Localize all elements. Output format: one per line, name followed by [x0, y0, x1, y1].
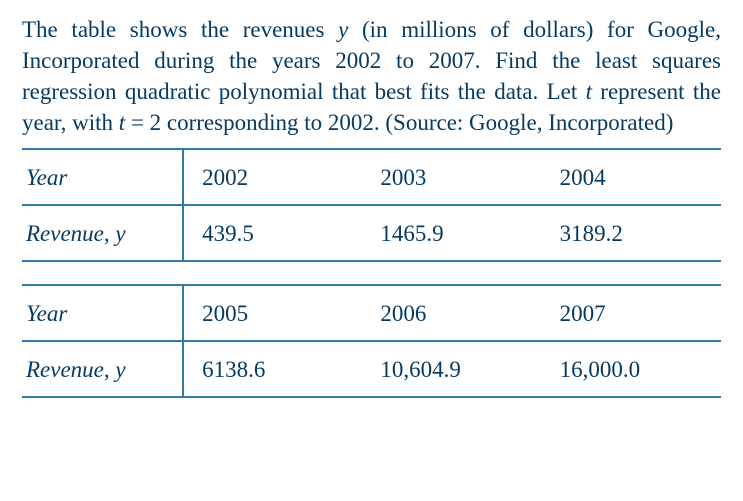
cell-year: 2004 — [542, 149, 721, 205]
cell-year: 2002 — [183, 149, 362, 205]
row-label-year: Year — [22, 285, 183, 341]
cell-revenue: 1465.9 — [362, 205, 541, 261]
variable-y: y — [338, 17, 348, 42]
text-run: The table shows the revenues — [22, 17, 338, 42]
cell-year: 2007 — [542, 285, 721, 341]
table-row: Year 2002 2003 2004 — [22, 149, 721, 205]
cell-year: 2006 — [362, 285, 541, 341]
revenue-label-text: Revenue, — [26, 221, 115, 246]
row-label-year: Year — [22, 149, 183, 205]
table-row: Revenue, y 6138.6 10,604.9 16,000.0 — [22, 341, 721, 397]
cell-revenue: 16,000.0 — [542, 341, 721, 397]
data-tables: Year 2002 2003 2004 Revenue, y 439.5 146… — [22, 148, 721, 398]
row-label-revenue: Revenue, y — [22, 341, 183, 397]
data-table-2: Year 2005 2006 2007 Revenue, y 6138.6 10… — [22, 284, 721, 398]
cell-revenue: 439.5 — [183, 205, 362, 261]
cell-year: 2003 — [362, 149, 541, 205]
cell-revenue: 6138.6 — [183, 341, 362, 397]
revenue-label-text: Revenue, — [26, 357, 115, 382]
cell-revenue: 3189.2 — [542, 205, 721, 261]
data-table-1: Year 2002 2003 2004 Revenue, y 439.5 146… — [22, 148, 721, 262]
problem-statement: The table shows the revenues y (in milli… — [22, 14, 721, 138]
text-run: = 2 corresponding to 2002. (Source: Goog… — [125, 110, 673, 135]
cell-revenue: 10,604.9 — [362, 341, 541, 397]
revenue-label-symbol: y — [115, 357, 125, 382]
table-row: Revenue, y 439.5 1465.9 3189.2 — [22, 205, 721, 261]
table-row: Year 2005 2006 2007 — [22, 285, 721, 341]
cell-year: 2005 — [183, 285, 362, 341]
row-label-revenue: Revenue, y — [22, 205, 183, 261]
revenue-label-symbol: y — [115, 221, 125, 246]
